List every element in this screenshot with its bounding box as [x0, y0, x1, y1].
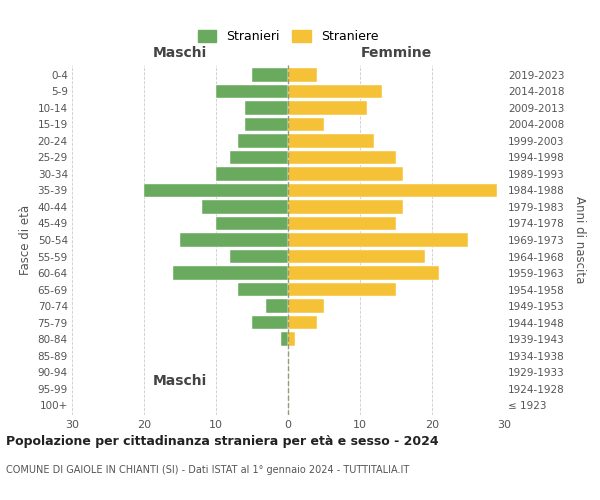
Bar [288, 118, 324, 131]
Bar [288, 134, 374, 147]
Y-axis label: Fasce di età: Fasce di età [19, 205, 32, 275]
Bar [288, 250, 425, 263]
Bar [266, 300, 288, 312]
Bar [288, 85, 382, 98]
Bar [144, 184, 288, 197]
Bar [288, 316, 317, 329]
Bar [288, 184, 497, 197]
Text: Maschi: Maschi [153, 46, 207, 60]
Bar [238, 283, 288, 296]
Bar [288, 283, 396, 296]
Bar [281, 332, 288, 345]
Text: Femmine: Femmine [361, 46, 431, 60]
Bar [288, 151, 396, 164]
Bar [252, 68, 288, 82]
Bar [288, 234, 468, 246]
Bar [288, 68, 317, 82]
Bar [230, 151, 288, 164]
Bar [288, 332, 295, 345]
Y-axis label: Anni di nascita: Anni di nascita [573, 196, 586, 284]
Bar [245, 102, 288, 114]
Bar [180, 234, 288, 246]
Bar [216, 168, 288, 180]
Bar [288, 266, 439, 280]
Bar [216, 85, 288, 98]
Bar [216, 217, 288, 230]
Bar [245, 118, 288, 131]
Text: Maschi: Maschi [153, 374, 207, 388]
Bar [288, 102, 367, 114]
Bar [230, 250, 288, 263]
Bar [288, 168, 403, 180]
Text: COMUNE DI GAIOLE IN CHIANTI (SI) - Dati ISTAT al 1° gennaio 2024 - TUTTITALIA.IT: COMUNE DI GAIOLE IN CHIANTI (SI) - Dati … [6, 465, 409, 475]
Bar [238, 134, 288, 147]
Text: Popolazione per cittadinanza straniera per età e sesso - 2024: Popolazione per cittadinanza straniera p… [6, 435, 439, 448]
Bar [288, 300, 324, 312]
Bar [288, 217, 396, 230]
Bar [173, 266, 288, 280]
Bar [202, 200, 288, 213]
Bar [252, 316, 288, 329]
Legend: Stranieri, Straniere: Stranieri, Straniere [194, 26, 382, 47]
Bar [288, 200, 403, 213]
